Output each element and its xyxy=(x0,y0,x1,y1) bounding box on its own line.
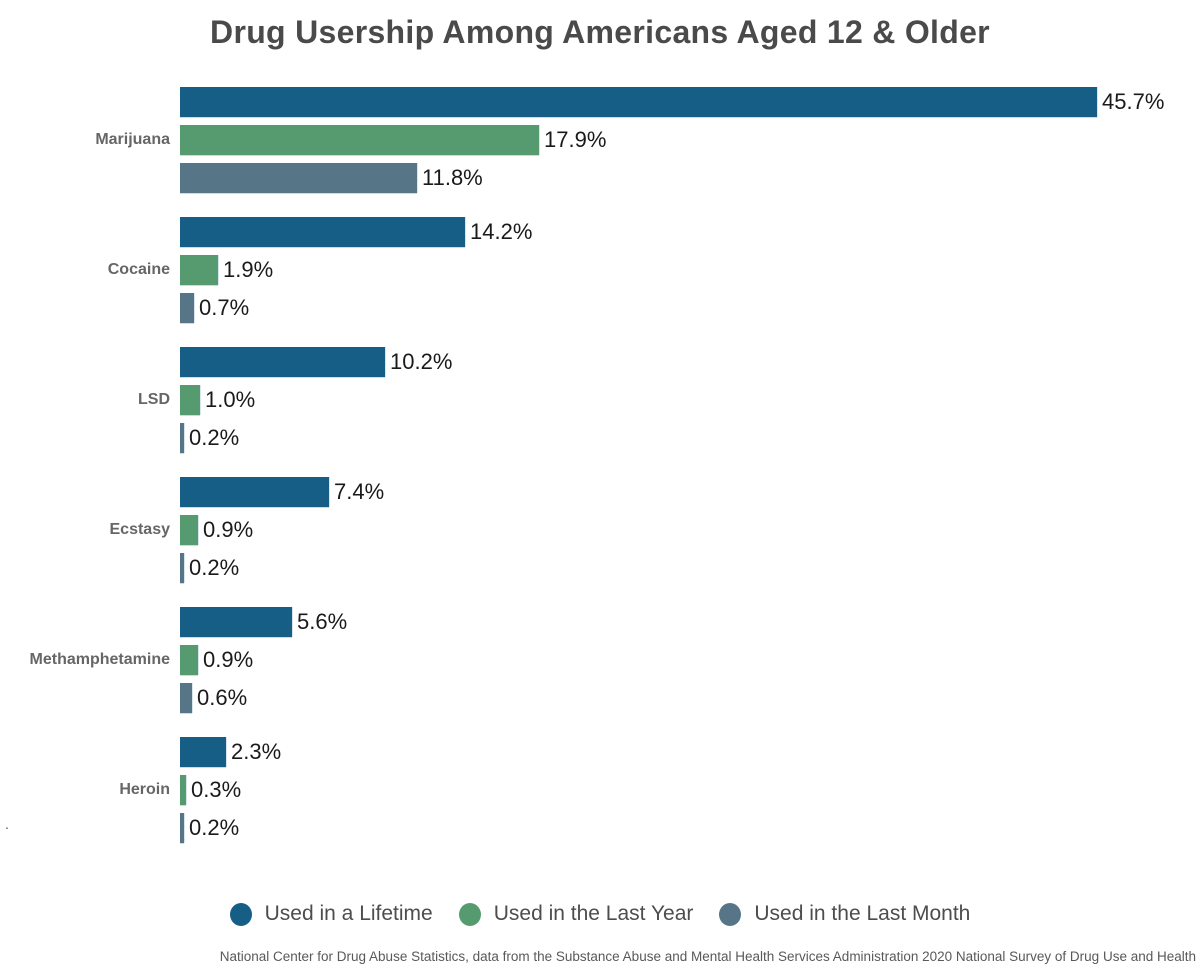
bar-row-last-month-ecstasy: 0.2% xyxy=(180,553,1200,583)
bar-group-cocaine: Cocaine 14.2% 1.9% 0.7% xyxy=(0,217,1200,323)
bar-last-month-methamphetamine[interactable] xyxy=(180,683,192,713)
bar-last-year-methamphetamine[interactable] xyxy=(180,645,198,675)
bar-row-lifetime-cocaine: 14.2% xyxy=(180,217,1200,247)
bar-row-lifetime-ecstasy: 7.4% xyxy=(180,477,1200,507)
bar-row-last-month-heroin: 0.2% xyxy=(180,813,1200,843)
legend: Used in a Lifetime Used in the Last Year U… xyxy=(0,902,1200,926)
bar-row-last-year-cocaine: 1.9% xyxy=(180,255,1200,285)
bar-lifetime-heroin[interactable] xyxy=(180,737,226,767)
bar-row-last-month-cocaine: 0.7% xyxy=(180,293,1200,323)
category-label-heroin: Heroin xyxy=(119,781,170,798)
bar-last-year-lsd[interactable] xyxy=(180,385,200,415)
bar-group-ecstasy: Ecstasy 7.4% 0.9% 0.2% xyxy=(0,477,1200,583)
value-label-last-month-lsd: 0.2% xyxy=(189,425,240,450)
bar-last-month-marijuana[interactable] xyxy=(180,163,417,193)
value-label-last-year-heroin: 0.3% xyxy=(191,777,242,802)
bars-methamphetamine: 5.6% 0.9% 0.6% xyxy=(180,607,1200,713)
bars-marijuana: 45.7% 17.9% 11.8% xyxy=(180,87,1200,193)
bar-row-lifetime-lsd: 10.2% xyxy=(180,347,1200,377)
category-label-methamphetamine: Methamphetamine xyxy=(29,651,170,668)
legend-item-last-year[interactable]: Used in the Last Year xyxy=(458,902,694,926)
bar-group-heroin: Heroin 2.3% 0.3% 0.2% xyxy=(0,737,1200,843)
category-label-marijuana: Marijuana xyxy=(95,131,170,148)
legend-circle-icon-last-month xyxy=(719,902,742,926)
bar-row-lifetime-heroin: 2.3% xyxy=(180,737,1200,767)
bar-lifetime-lsd[interactable] xyxy=(180,347,385,377)
bar-row-last-month-lsd: 0.2% xyxy=(180,423,1200,453)
bars-cocaine: 14.2% 1.9% 0.7% xyxy=(180,217,1200,323)
bar-last-month-cocaine[interactable] xyxy=(180,293,194,323)
legend-circle-icon-lifetime xyxy=(229,902,252,926)
bar-row-last-month-methamphetamine: 0.6% xyxy=(180,683,1200,713)
stray-period: . xyxy=(5,816,9,832)
bar-chart: Marijuana 45.7% 17.9% 11.8% Cocaine 14.2% 1.9%… xyxy=(0,87,1200,867)
value-label-lifetime-heroin: 2.3% xyxy=(231,739,282,764)
bar-group-methamphetamine: Methamphetamine 5.6% 0.9% 0.6% xyxy=(0,607,1200,713)
bar-row-last-year-heroin: 0.3% xyxy=(180,775,1200,805)
bar-row-lifetime-marijuana: 45.7% xyxy=(180,87,1200,117)
value-label-lifetime-marijuana: 45.7% xyxy=(1102,89,1165,114)
bar-row-last-year-marijuana: 17.9% xyxy=(180,125,1200,155)
legend-item-lifetime[interactable]: Used in a Lifetime xyxy=(229,902,433,926)
legend-circle-icon-last-year xyxy=(458,902,481,926)
value-label-last-month-cocaine: 0.7% xyxy=(199,295,250,320)
value-label-lifetime-methamphetamine: 5.6% xyxy=(297,609,348,634)
value-label-last-year-cocaine: 1.9% xyxy=(223,257,274,282)
bar-group-lsd: LSD 10.2% 1.0% 0.2% xyxy=(0,347,1200,453)
bar-last-month-lsd[interactable] xyxy=(180,423,184,453)
value-label-last-year-ecstasy: 0.9% xyxy=(203,517,254,542)
value-label-last-year-methamphetamine: 0.9% xyxy=(203,647,254,672)
value-label-last-month-marijuana: 11.8% xyxy=(422,165,483,190)
chart-title: Drug Usership Among Americans Aged 12 & … xyxy=(210,14,990,50)
source-attribution: National Center for Drug Abuse Statistic… xyxy=(219,949,1196,964)
bar-row-last-year-lsd: 1.0% xyxy=(180,385,1200,415)
value-label-lifetime-lsd: 10.2% xyxy=(390,349,453,374)
bar-group-marijuana: Marijuana 45.7% 17.9% 11.8% xyxy=(0,87,1200,193)
value-label-last-month-ecstasy: 0.2% xyxy=(189,555,240,580)
value-label-last-month-methamphetamine: 0.6% xyxy=(197,685,248,710)
bars-lsd: 10.2% 1.0% 0.2% xyxy=(180,347,1200,453)
bar-row-last-year-methamphetamine: 0.9% xyxy=(180,645,1200,675)
bar-last-month-heroin[interactable] xyxy=(180,813,184,843)
value-label-last-year-marijuana: 17.9% xyxy=(544,127,607,152)
bar-last-year-heroin[interactable] xyxy=(180,775,186,805)
bar-last-year-marijuana[interactable] xyxy=(180,125,539,155)
bar-lifetime-methamphetamine[interactable] xyxy=(180,607,292,637)
category-label-lsd: LSD xyxy=(138,391,170,408)
bar-last-year-ecstasy[interactable] xyxy=(180,515,198,545)
category-label-cocaine: Cocaine xyxy=(107,261,170,278)
bar-row-last-year-ecstasy: 0.9% xyxy=(180,515,1200,545)
bar-row-last-month-marijuana: 11.8% xyxy=(180,163,1200,193)
legend-label-last-year: Used in the Last Year xyxy=(493,902,694,925)
bar-last-year-cocaine[interactable] xyxy=(180,255,218,285)
bars-heroin: 2.3% 0.3% 0.2% xyxy=(180,737,1200,843)
value-label-last-month-heroin: 0.2% xyxy=(189,815,240,840)
bar-lifetime-ecstasy[interactable] xyxy=(180,477,329,507)
value-label-lifetime-ecstasy: 7.4% xyxy=(334,479,385,504)
bar-lifetime-cocaine[interactable] xyxy=(180,217,465,247)
legend-item-last-month[interactable]: Used in the Last Month xyxy=(719,902,970,926)
bar-lifetime-marijuana[interactable] xyxy=(180,87,1097,117)
legend-label-last-month: Used in the Last Month xyxy=(754,902,971,925)
value-label-lifetime-cocaine: 14.2% xyxy=(470,219,533,244)
bar-last-month-ecstasy[interactable] xyxy=(180,553,184,583)
legend-label-lifetime: Used in a Lifetime xyxy=(264,902,433,925)
value-label-last-year-lsd: 1.0% xyxy=(205,387,256,412)
bar-row-lifetime-methamphetamine: 5.6% xyxy=(180,607,1200,637)
category-label-ecstasy: Ecstasy xyxy=(109,521,171,538)
bars-ecstasy: 7.4% 0.9% 0.2% xyxy=(180,477,1200,583)
